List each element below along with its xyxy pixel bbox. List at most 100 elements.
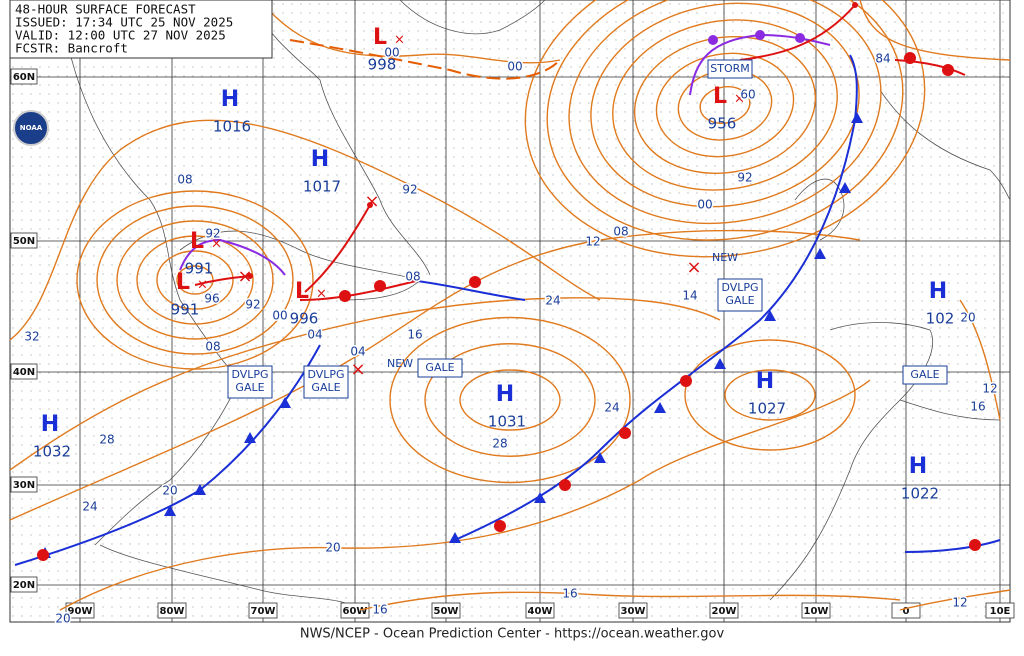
- isobar-label: 92: [737, 171, 752, 185]
- high-symbol: H: [496, 382, 514, 407]
- low-center-x: ×: [211, 237, 222, 252]
- warning-box: [417, 358, 463, 378]
- isobar-label: 20: [960, 311, 975, 325]
- isobar: [136, 235, 254, 325]
- latitude-label: 40N: [13, 367, 35, 378]
- longitude-label-box: [525, 602, 555, 619]
- cold-front-pip: [654, 402, 666, 413]
- latitude-label-box: [10, 68, 38, 85]
- isobar-label: 16: [970, 400, 985, 414]
- warning-box: [707, 59, 753, 79]
- isobar: [9, 119, 601, 341]
- header-line: 48-HOUR SURFACE FORECAST: [15, 2, 196, 17]
- low-symbol: L: [713, 84, 727, 109]
- fronts: [14, 2, 1001, 566]
- warning-label: DVLPG: [721, 281, 758, 294]
- isobar-label: 92: [245, 298, 260, 312]
- isobar-label: 04: [307, 328, 322, 342]
- isobar: [590, 2, 860, 208]
- noaa-logo: NOAA: [13, 110, 49, 146]
- pressure-value: 996: [290, 310, 319, 328]
- longitude-label: 10E: [990, 606, 1011, 617]
- longitude-label: 10W: [804, 606, 829, 617]
- warm-front-pip: [619, 427, 631, 439]
- arrow-head: [247, 273, 253, 279]
- longitude-label-box: [65, 602, 95, 619]
- isobar: [859, 0, 1011, 61]
- new-center-x: ×: [364, 191, 379, 212]
- latitude-label: 30N: [13, 480, 35, 491]
- longitude-label: 20W: [712, 606, 737, 617]
- cold-front-pip: [594, 452, 606, 463]
- isobar-label: 16: [407, 328, 422, 342]
- isobar-label: 00: [697, 198, 712, 212]
- longitude-label-box: [801, 602, 831, 619]
- cold-front-pip: [164, 505, 176, 516]
- longitude-label: 30W: [621, 606, 646, 617]
- warning-label: DVLPG: [307, 368, 344, 381]
- warning-label: GALE: [425, 361, 454, 374]
- isobar: [176, 265, 214, 295]
- isobar-label: 92: [205, 227, 220, 241]
- isobar-label: 20: [325, 541, 340, 555]
- low-symbol: L: [176, 270, 190, 295]
- cold-front-pip: [851, 112, 863, 123]
- cold-front-pip: [194, 484, 206, 495]
- warning-label: GALE: [311, 381, 340, 394]
- cold-front: [409, 279, 526, 301]
- low-center-x: ×: [734, 92, 745, 107]
- isobar: [959, 299, 1001, 421]
- isobar: [684, 339, 856, 451]
- isobar-label: 00: [507, 60, 522, 74]
- header-line: VALID: 12:00 UTC 27 NOV 2025: [15, 28, 226, 43]
- cold-front-pip: [814, 248, 826, 259]
- isobar-label: 16: [562, 587, 577, 601]
- warm-front: [299, 279, 421, 301]
- isobar-label: 84: [875, 52, 890, 66]
- isobar: [724, 369, 816, 421]
- isobar-label: 24: [82, 500, 97, 514]
- warm-front: [894, 59, 966, 76]
- high-symbol: H: [756, 369, 774, 394]
- warning-box: [303, 365, 349, 399]
- warm-front-pip: [339, 290, 351, 302]
- isobar: [459, 369, 561, 431]
- warm-front-pip: [559, 479, 571, 491]
- longitude-label-box: [709, 602, 739, 619]
- isobar-label: 14: [682, 289, 697, 303]
- isobar: [116, 220, 274, 340]
- longitude-label: 80W: [160, 606, 185, 617]
- isobar: [259, 0, 561, 64]
- low-center-x: ×: [197, 278, 208, 293]
- pressure-value: 1017: [303, 178, 341, 196]
- isobar: [524, 0, 926, 258]
- isobar-label: 12: [585, 235, 600, 249]
- cold-front-pip: [279, 397, 291, 408]
- isobar-label: 00: [272, 309, 287, 323]
- high-symbol: H: [41, 412, 59, 437]
- warm-front: [304, 204, 371, 293]
- pressure-value: 991: [185, 260, 214, 278]
- header-line: ISSUED: 17:34 UTC 25 NOV 2025: [15, 15, 233, 30]
- isobar: [424, 343, 596, 457]
- warning-box: [227, 365, 273, 399]
- low-symbol: L: [190, 229, 204, 254]
- pressure-value: 1022: [901, 485, 939, 503]
- arrow-head: [852, 2, 858, 8]
- logo-circle: [13, 110, 49, 146]
- header-box: [9, 0, 273, 59]
- isobar-label: 20: [55, 612, 70, 626]
- latitude-label: 50N: [13, 236, 35, 247]
- isobar: [96, 205, 294, 355]
- isobar: [612, 19, 838, 191]
- low-center-x: ×: [394, 33, 405, 48]
- pressure-value: 1032: [33, 443, 71, 461]
- occluded-front-pip: [755, 30, 765, 40]
- isobar-label: 92: [402, 183, 417, 197]
- isobar-label: 08: [205, 340, 220, 354]
- warm-front-pip: [942, 64, 954, 76]
- pressure-value: 998: [368, 56, 397, 74]
- warm-front-pip: [37, 549, 49, 561]
- cold-front-pip: [714, 358, 726, 369]
